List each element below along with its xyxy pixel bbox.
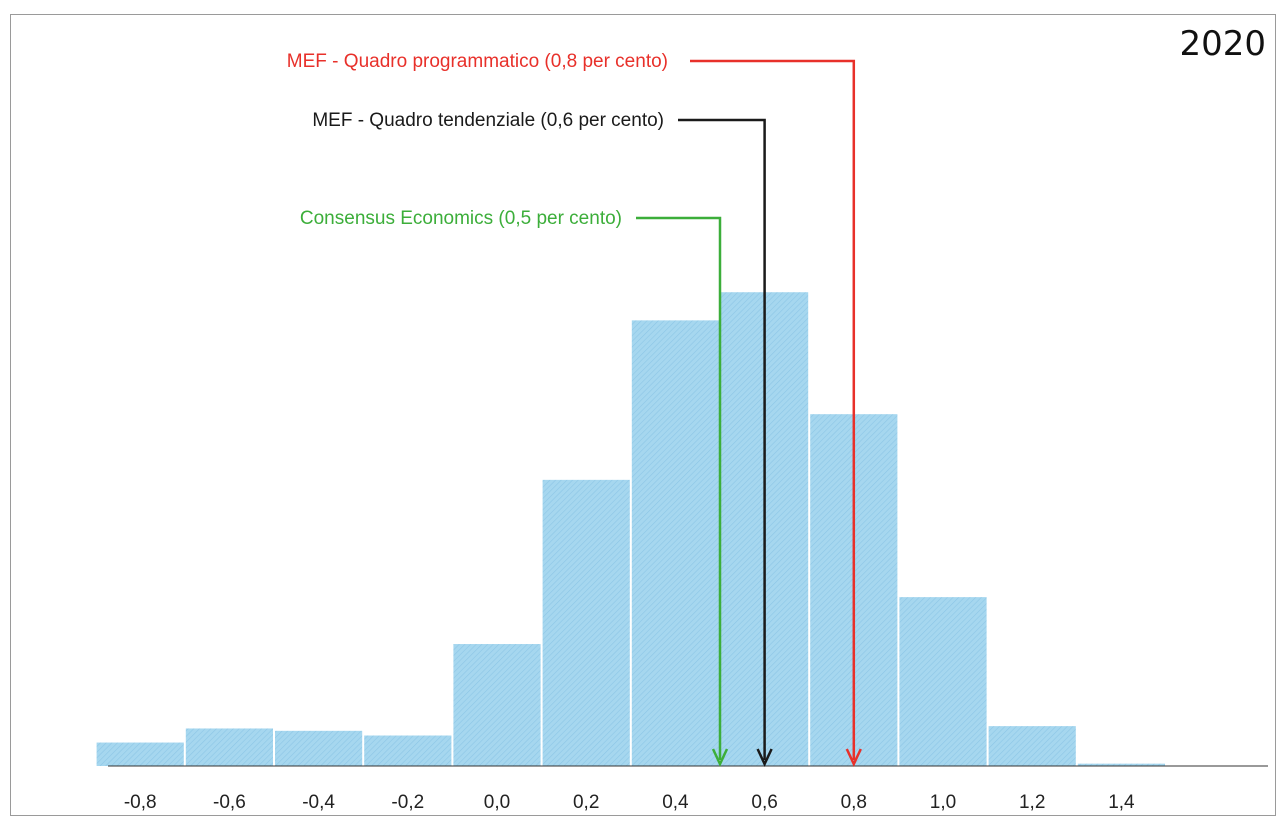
x-tick-label: 0,8 (841, 792, 867, 813)
histogram-bar-1,4 (1077, 763, 1165, 766)
histogram-bar-0,4 (631, 320, 719, 766)
x-tick-label: 1,0 (930, 792, 956, 813)
x-tick-label: 0,2 (573, 792, 599, 813)
annotation-leader-line (636, 216, 722, 760)
annotation-label: MEF - Quadro programmatico (0,8 per cent… (287, 51, 668, 72)
x-tick-label: 0,0 (484, 792, 510, 813)
annotation-leader-line (678, 118, 766, 760)
x-tick-label: 1,2 (1019, 792, 1045, 813)
annotation-label: Consensus Economics (0,5 per cento) (300, 208, 622, 229)
histogram-bar-0,2 (542, 479, 630, 766)
annotation-label: MEF - Quadro tendenziale (0,6 per cento) (312, 110, 664, 131)
x-tick-label: -0,8 (124, 792, 157, 813)
histogram-bar-1,0 (899, 597, 987, 766)
x-tick-label: 0,6 (751, 792, 777, 813)
histogram-bar--0,8 (96, 742, 184, 766)
year-label: 2020 (1179, 24, 1266, 64)
annotations-group: MEF - Quadro programmatico (0,8 per cent… (287, 51, 862, 767)
x-tick-label: -0,2 (391, 792, 424, 813)
arrowhead-icon (845, 748, 862, 767)
histogram-bar--0,6 (185, 728, 273, 766)
x-tick-label: 0,4 (662, 792, 689, 813)
x-tick-labels: -0,8 -0,6 -0,4 -0,2 0,0 0,2 0,4 0,6 0,8 1,0 1,2 1,4 (124, 792, 1135, 813)
bars-group (96, 292, 1165, 766)
x-tick-label: -0,6 (213, 792, 246, 813)
annotation-leader-line (690, 59, 856, 760)
histogram-bar--0,2 (364, 735, 452, 766)
x-tick-label: 1,4 (1108, 792, 1135, 813)
x-tick-label: -0,4 (302, 792, 335, 813)
arrowhead-icon (711, 748, 729, 767)
histogram-bar-1,2 (988, 726, 1076, 766)
histogram-bar-0,0 (453, 644, 541, 766)
arrowhead-icon (756, 748, 773, 767)
histogram-bar--0,4 (275, 730, 363, 766)
